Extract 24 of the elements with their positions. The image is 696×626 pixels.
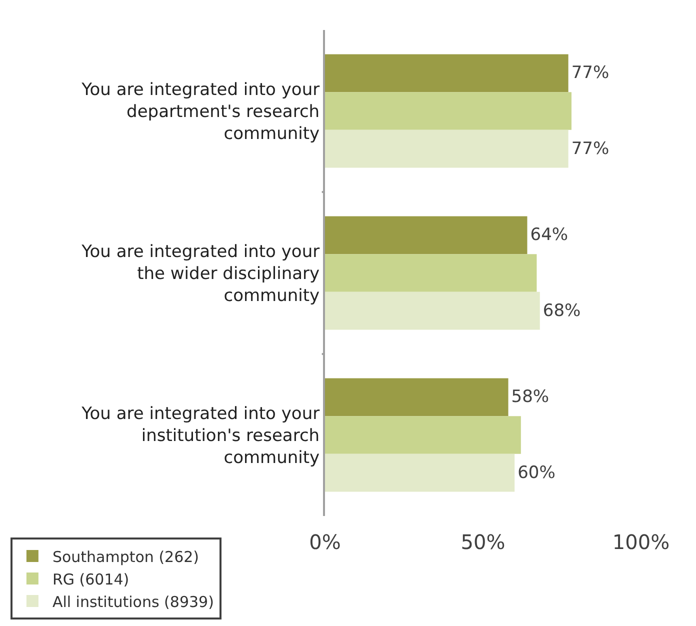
bar — [325, 416, 521, 454]
data-label: 58% — [511, 387, 550, 408]
bar — [325, 254, 537, 292]
bar — [325, 378, 508, 416]
bar — [325, 216, 528, 254]
data-label: 77% — [571, 138, 610, 159]
legend-label: All institutions (8939) — [52, 592, 214, 611]
bar — [325, 130, 568, 168]
data-label: 60% — [518, 462, 556, 483]
bar — [325, 92, 572, 130]
data-label: 77% — [571, 63, 610, 84]
x-tick-label: 100% — [612, 530, 670, 554]
x-tick-label: 0% — [309, 530, 341, 554]
legend-label: Southampton (262) — [52, 548, 200, 566]
x-tick-label: 50% — [460, 530, 506, 554]
bar — [325, 54, 568, 92]
data-label: 68% — [542, 300, 581, 321]
data-label: 64% — [530, 225, 568, 246]
bar — [325, 292, 540, 330]
bar — [325, 454, 515, 492]
legend-label: RG (6014) — [52, 570, 130, 588]
y-tick-label: You are integrated into your the wider disciplinary community — [80, 242, 320, 306]
y-tick-label: You are integrated into your department's research community — [80, 80, 320, 144]
y-tick-label: You are integrated into your institution's research community — [80, 404, 320, 468]
